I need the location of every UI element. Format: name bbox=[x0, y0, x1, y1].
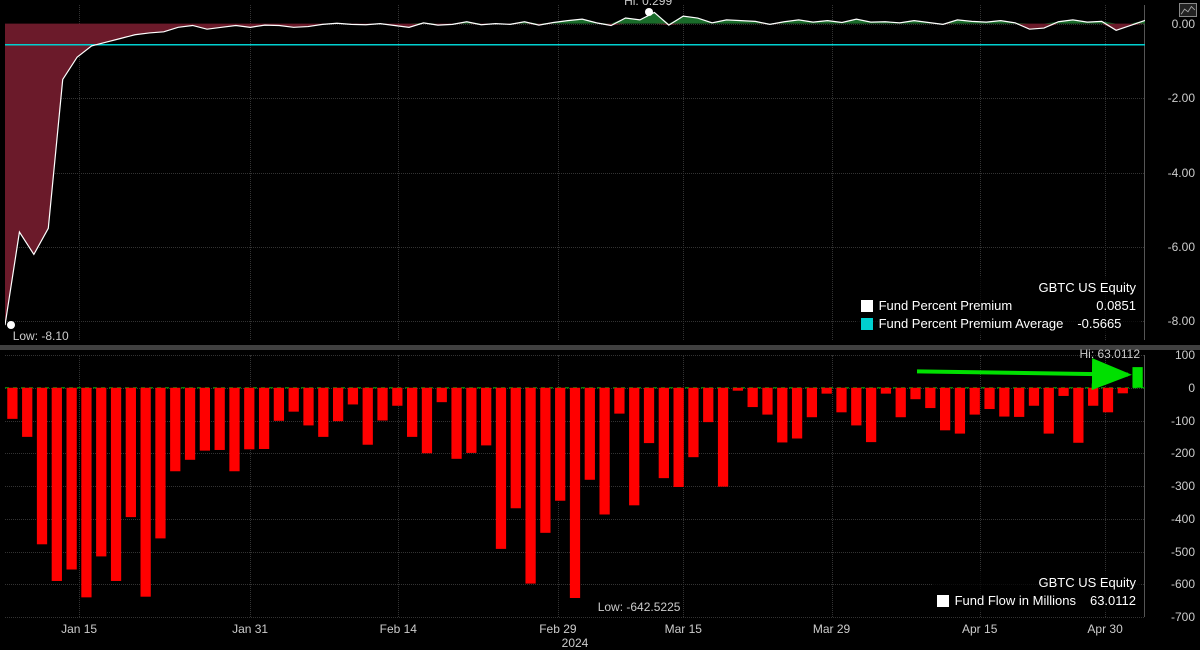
y-tick-label: -8.00 bbox=[1168, 314, 1195, 328]
y-tick-label: -700 bbox=[1171, 610, 1195, 624]
premium-legend-title: GBTC US Equity bbox=[861, 279, 1136, 297]
premium-legend-value-0: 0.0851 bbox=[1096, 297, 1136, 315]
hi-annotation: Hi: 63.0112 bbox=[1080, 347, 1141, 361]
fundflow-legend: GBTC US Equity Fund Flow in Millions 63.… bbox=[933, 572, 1140, 612]
fundflow-legend-row-0: Fund Flow in Millions 63.0112 bbox=[937, 592, 1136, 610]
x-tick-label: Jan 31 bbox=[232, 622, 268, 636]
low-marker-icon bbox=[7, 321, 15, 329]
y-tick-label: -200 bbox=[1171, 446, 1195, 460]
x-tick-label: Jan 15 bbox=[61, 622, 97, 636]
fundflow-legend-title: GBTC US Equity bbox=[937, 574, 1136, 592]
x-tick-label: Apr 30 bbox=[1087, 622, 1122, 636]
fundflow-legend-label-0: Fund Flow in Millions bbox=[955, 592, 1076, 610]
chart-settings-icon[interactable] bbox=[1179, 3, 1197, 17]
y-tick-label: -500 bbox=[1171, 545, 1195, 559]
x-year-label: 2024 bbox=[562, 636, 589, 650]
low-annotation: Low: -642.5225 bbox=[598, 600, 681, 614]
fundflow-legend-value-0: 63.0112 bbox=[1090, 592, 1136, 610]
premium-legend-row-1: Fund Percent Premium Average -0.5665 bbox=[861, 315, 1136, 333]
premium-legend: GBTC US Equity Fund Percent Premium 0.08… bbox=[857, 277, 1140, 335]
y-tick-label: -4.00 bbox=[1168, 166, 1195, 180]
premium-y-axis: 0.00 -2.00 -4.00 -6.00 -8.00 bbox=[1150, 5, 1200, 340]
y-tick-label: -6.00 bbox=[1168, 240, 1195, 254]
low-annotation: Low: -8.10 bbox=[13, 329, 69, 343]
fundflow-chart: Hi: 63.0112 Low: -642.5225 100 0 -100 -200 -3… bbox=[0, 350, 1200, 622]
premium-chart: Hi: 0.299 Low: -8.10 0.00 -2.00 -4.00 -6.00 -… bbox=[0, 0, 1200, 345]
premium-legend-label-1: Fund Percent Premium Average bbox=[879, 315, 1064, 333]
premium-legend-label-0: Fund Percent Premium bbox=[879, 297, 1013, 315]
hi-marker-icon bbox=[645, 8, 653, 16]
y-tick-label: 100 bbox=[1175, 348, 1195, 362]
x-axis: Jan 15 Jan 31 Feb 14 Feb 29 Mar 15 Mar 29 Apr … bbox=[5, 622, 1145, 650]
y-tick-label: 0 bbox=[1188, 381, 1195, 395]
x-tick-label: Feb 14 bbox=[380, 622, 417, 636]
premium-legend-value-1: -0.5665 bbox=[1077, 315, 1121, 333]
y-tick-label: -600 bbox=[1171, 577, 1195, 591]
swatch-icon bbox=[937, 595, 949, 607]
y-tick-label: -300 bbox=[1171, 479, 1195, 493]
y-tick-label: -100 bbox=[1171, 414, 1195, 428]
x-tick-label: Feb 29 bbox=[539, 622, 576, 636]
premium-legend-row-0: Fund Percent Premium 0.0851 bbox=[861, 297, 1136, 315]
fundflow-y-axis: 1000-100-200-300-400-500-600-700 bbox=[1150, 355, 1200, 617]
x-tick-label: Mar 29 bbox=[813, 622, 850, 636]
x-tick-label: Mar 15 bbox=[665, 622, 702, 636]
y-tick-label: -400 bbox=[1171, 512, 1195, 526]
y-tick-label: -2.00 bbox=[1168, 91, 1195, 105]
y-tick-label: 0.00 bbox=[1172, 17, 1195, 31]
swatch-icon bbox=[861, 300, 873, 312]
x-tick-label: Apr 15 bbox=[962, 622, 997, 636]
swatch-icon bbox=[861, 318, 873, 330]
hi-annotation: Hi: 0.299 bbox=[624, 0, 672, 8]
arrow-icon bbox=[917, 371, 1128, 374]
